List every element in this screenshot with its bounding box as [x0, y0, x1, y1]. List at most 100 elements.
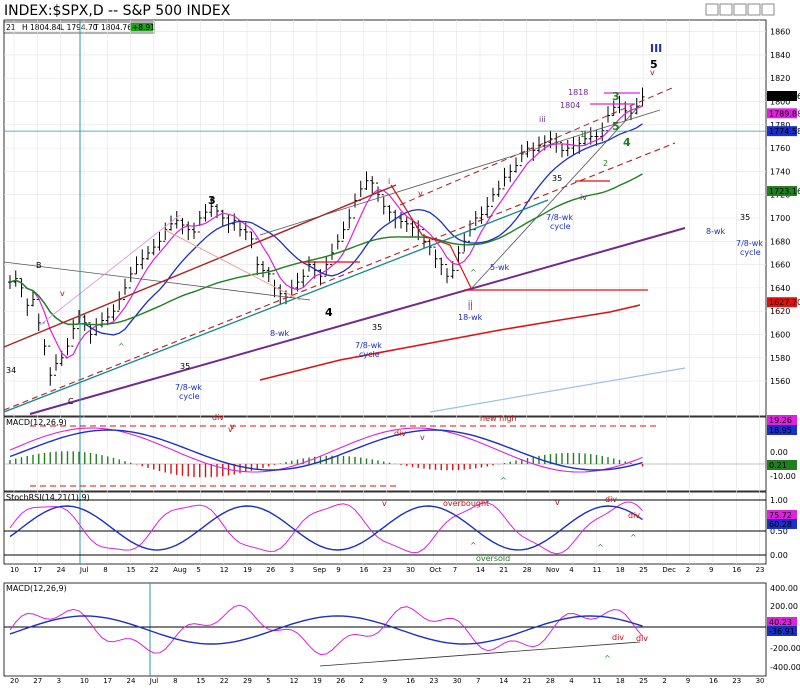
price-flag-label: 19.26 [769, 416, 792, 425]
date-axis-top: 10 17 24 Jul 8 15 22 Aug 5 12 19 26 3 Sep 9 16 23 30 Oct 7 1… [10, 566, 765, 574]
stochrsi-panel: StochRSI(14,21(1),9) 1.00 0.50 0.00 75.7260.… [4, 493, 797, 563]
annotation-label: ^ [470, 268, 477, 277]
x-tick-label: 29 [243, 677, 252, 685]
ohlc-change-bg [130, 23, 153, 32]
sma-200-line [259, 304, 641, 381]
x-tick-label: 3 [290, 566, 294, 574]
ohlc-change: +8.91 [132, 23, 155, 32]
price-flag-label: 1789.88 [769, 109, 800, 118]
trend-line [319, 641, 641, 667]
x-tick-label: 8 [173, 677, 177, 685]
x-tick-label: 25 [639, 566, 648, 574]
cycle-label: cycle [179, 392, 200, 401]
x-tick-label: Dec [662, 566, 676, 574]
x-tick-label: 5 [196, 566, 200, 574]
y-tick-label: 1.00 [770, 496, 788, 505]
gray-trend [3, 261, 311, 301]
x-tick-label: 28 [546, 677, 555, 685]
header-title: INDEX:$SPX,D -- S&P 500 INDEX [4, 3, 231, 19]
x-tick-label: 22 [150, 566, 159, 574]
y-tick-label: 1660 [770, 261, 790, 270]
window-icon [719, 3, 733, 16]
x-tick-label: 7 [453, 566, 457, 574]
x-tick-label: 30 [453, 677, 462, 685]
x-tick-label: 7 [476, 677, 480, 685]
wave-label: 5 [612, 120, 620, 133]
price-flag-label: 1804.76 [769, 92, 800, 101]
stochrsi-k-line [9, 501, 643, 555]
x-tick-label: 9 [383, 677, 387, 685]
x-tick-label: 16 [406, 677, 415, 685]
annotation-label: 5-wk [490, 263, 510, 272]
macd-signal-line [9, 429, 643, 471]
y-tick-label: 0.00 [770, 551, 788, 560]
y-tick-label: 1780 [770, 121, 790, 130]
window-icon [761, 3, 775, 16]
x-tick-label: 18 [616, 677, 625, 685]
price-flag [767, 126, 797, 137]
annotation-label: 8-wk [270, 329, 290, 338]
macd-annotation: new high [480, 414, 517, 423]
annotation-label: 8-wk [706, 227, 726, 236]
wave-label: 3 [612, 90, 620, 103]
long-trend-line [429, 367, 686, 413]
wave-label: 34 [6, 366, 16, 375]
x-tick-label: 28 [523, 566, 532, 574]
annotation-label: v [60, 289, 65, 298]
annotation-label: ^ [118, 342, 125, 351]
x-tick-label: Sep [313, 566, 327, 574]
stochrsi-annotation: ^ [630, 533, 637, 542]
x-tick-label: 16 [360, 566, 369, 574]
x-tick-label: 23 [756, 566, 765, 574]
x-tick-label: 8 [103, 566, 107, 574]
pink-line [39, 214, 181, 326]
weekly-macd-panel: MACD(12,26,9)400.00200.000.00-200.00-400… [4, 584, 800, 672]
cycle-label: 7/8-wk [546, 213, 573, 222]
x-tick-label: 22 [220, 677, 229, 685]
gray-trend [469, 104, 641, 291]
teal-trend [3, 199, 549, 413]
wave-label: 1 [580, 130, 585, 139]
x-tick-label: 5 [266, 677, 270, 685]
price-flag-label: 1627.70 [769, 298, 800, 307]
wave-label: 35 [552, 174, 562, 183]
x-tick-label: 21 [499, 566, 508, 574]
y-tick-label: 400.00 [770, 584, 798, 593]
y-tick-label: 0.00 [770, 448, 788, 457]
x-tick-label: 11 [593, 566, 602, 574]
y-tick-label: 1620 [770, 307, 790, 316]
price-flag [767, 617, 797, 627]
price-flag [767, 415, 797, 425]
x-tick-label: 20 [10, 677, 19, 685]
annotation-label: v [418, 189, 423, 198]
panel-frame [3, 491, 767, 565]
macd-annotation: v [420, 433, 425, 442]
channel-dashed-upper [399, 87, 673, 206]
purple-trend [29, 227, 686, 415]
x-tick-label: 15 [127, 566, 136, 574]
y-tick-label: 1680 [770, 237, 790, 246]
price-flag-label: 1774.58 [769, 127, 800, 136]
x-tick-label: 12 [290, 677, 299, 685]
decline-line [390, 184, 473, 291]
y-tick-label: 200.00 [770, 602, 798, 611]
x-tick-label: 12 [220, 566, 229, 574]
wave-label: 4 [325, 306, 333, 319]
weekly-annotation: div [612, 633, 624, 642]
y-tick-label: 1580 [770, 354, 790, 363]
x-tick-label: 14 [499, 677, 508, 685]
x-tick-label: 2 [360, 677, 364, 685]
macd-annotation: v [230, 422, 235, 431]
ohlc-open: 21 [6, 23, 16, 32]
weekly-signal-line [9, 615, 643, 645]
price-flag-label: 75.72 [769, 511, 792, 520]
panel-title: MACD(12,26,9) [6, 584, 67, 593]
wave-label: 35 [740, 213, 750, 222]
sma-short-line [9, 105, 643, 359]
x-tick-label: 23 [383, 566, 392, 574]
channel-top [3, 184, 397, 348]
weekly-macd-line [9, 604, 643, 656]
price-flag-label: 0.21 [769, 461, 787, 470]
sma-mid-line [9, 123, 643, 336]
wave-label: ii [468, 299, 472, 308]
